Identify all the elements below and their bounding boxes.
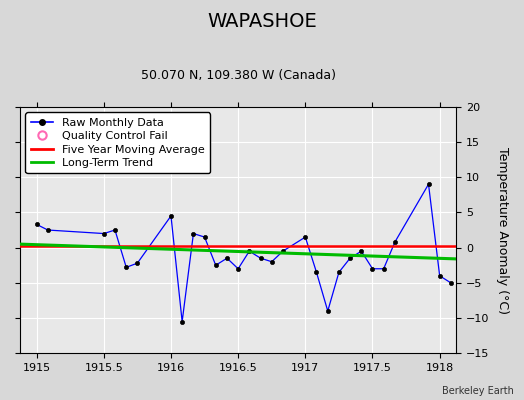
Text: Berkeley Earth: Berkeley Earth — [442, 386, 514, 396]
Legend: Raw Monthly Data, Quality Control Fail, Five Year Moving Average, Long-Term Tren: Raw Monthly Data, Quality Control Fail, … — [26, 112, 211, 174]
Y-axis label: Temperature Anomaly (°C): Temperature Anomaly (°C) — [496, 146, 509, 314]
Text: WAPASHOE: WAPASHOE — [207, 12, 317, 31]
Title: 50.070 N, 109.380 W (Canada): 50.070 N, 109.380 W (Canada) — [140, 69, 336, 82]
